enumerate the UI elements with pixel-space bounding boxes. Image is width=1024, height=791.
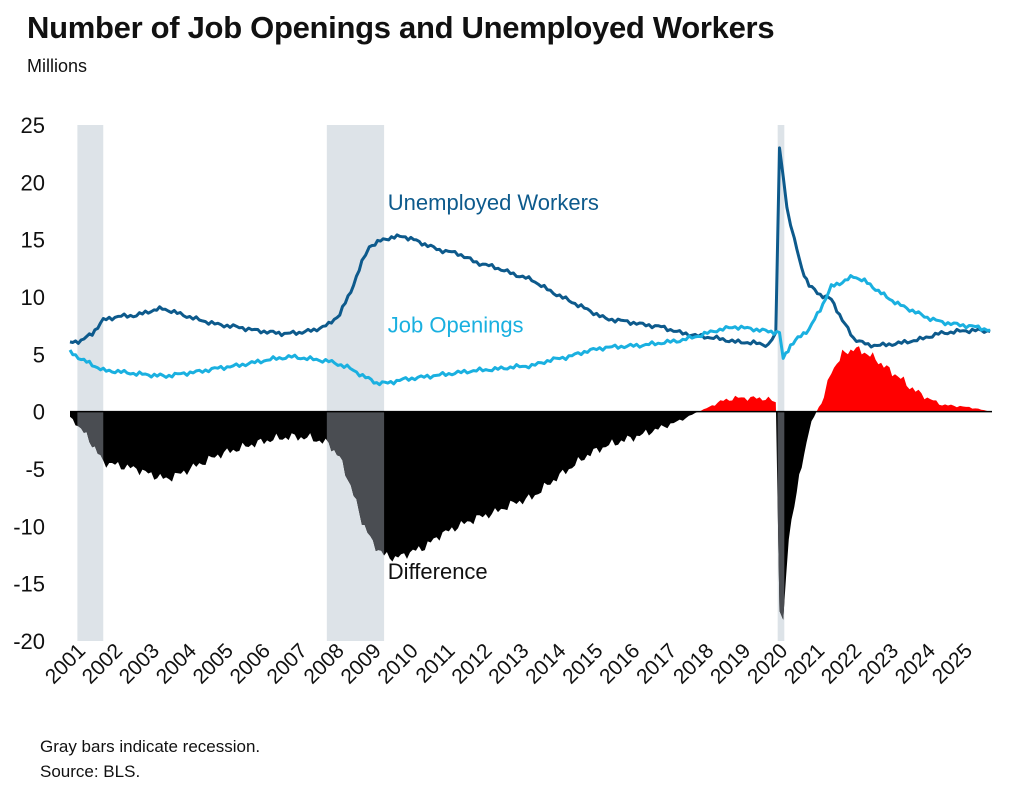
- y-tick-label: 0: [33, 400, 45, 425]
- chart-title: Number of Job Openings and Unemployed Wo…: [27, 10, 775, 45]
- recession-bar: [777, 125, 785, 641]
- series-annotations: Unemployed Workers Job Openings Difference: [388, 190, 599, 584]
- x-tick-label: 2006: [226, 639, 275, 688]
- y-tick-label: 20: [21, 170, 45, 195]
- x-axis-ticks: 2001200220032004200520062007200820092010…: [41, 639, 977, 689]
- x-tick-label: 2024: [891, 639, 941, 689]
- y-tick-label: 15: [21, 228, 45, 253]
- x-tick-label: 2020: [743, 639, 792, 688]
- job-openings-line: [68, 274, 991, 387]
- x-tick-label: 2018: [669, 639, 718, 688]
- y-tick-label: -10: [13, 514, 45, 539]
- x-tick-label: 2002: [78, 639, 127, 688]
- y-tick-label: -20: [13, 629, 45, 654]
- difference-recession-overlay: [326, 411, 385, 556]
- x-tick-label: 2023: [854, 639, 903, 688]
- y-axis-ticks: 25 20 15 10 5 0 -5 -10 -15 -20: [13, 113, 45, 654]
- series-lines: [68, 146, 991, 387]
- unemployed-workers-label: Unemployed Workers: [388, 190, 599, 215]
- x-tick-label: 2011: [411, 639, 459, 687]
- y-tick-label: 10: [21, 285, 45, 310]
- y-tick-label: 5: [33, 342, 45, 367]
- x-tick-label: 2012: [447, 639, 496, 688]
- y-tick-label: -5: [25, 457, 45, 482]
- difference-negative-area: [70, 411, 991, 620]
- x-tick-label: 2004: [152, 639, 202, 689]
- y-axis-unit-label: Millions: [27, 56, 88, 76]
- unemployed-workers-line: [69, 146, 991, 349]
- x-tick-label: 2009: [336, 639, 385, 688]
- recession-note: Gray bars indicate recession.: [40, 737, 261, 756]
- difference-positive-area: [70, 346, 991, 412]
- x-tick-label: 2005: [189, 639, 238, 688]
- x-tick-label: 2007: [263, 639, 312, 688]
- x-tick-label: 2017: [632, 639, 681, 688]
- x-tick-label: 2021: [780, 639, 829, 688]
- x-tick-label: 2013: [484, 639, 533, 688]
- x-tick-label: 2019: [706, 639, 755, 688]
- difference-label: Difference: [388, 559, 488, 584]
- difference-recession-overlay: [777, 411, 785, 620]
- job-openings-label: Job Openings: [388, 313, 524, 338]
- x-tick-label: 2008: [300, 639, 349, 688]
- x-tick-label: 2001: [41, 639, 90, 688]
- x-tick-label: 2010: [373, 639, 422, 688]
- x-tick-label: 2025: [928, 639, 977, 688]
- source-note: Source: BLS.: [40, 762, 141, 781]
- difference-recession-overlay: [77, 411, 104, 461]
- difference-area: [70, 346, 991, 620]
- recession-bar: [77, 125, 104, 641]
- chart-footnotes: Gray bars indicate recession. Source: BL…: [40, 734, 260, 784]
- x-tick-label: 2016: [595, 639, 644, 688]
- y-tick-label: 25: [21, 113, 45, 138]
- x-tick-label: 2015: [558, 639, 607, 688]
- x-tick-label: 2014: [521, 639, 571, 689]
- x-tick-label: 2003: [115, 639, 164, 688]
- x-tick-label: 2022: [817, 639, 866, 688]
- y-tick-label: -15: [13, 572, 45, 597]
